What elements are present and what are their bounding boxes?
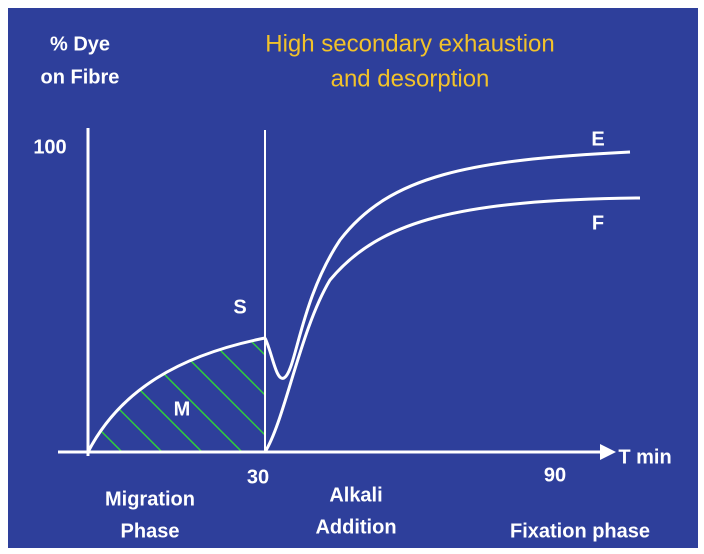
background xyxy=(8,8,698,548)
curve-label: E xyxy=(591,128,604,150)
curve-e xyxy=(263,150,631,380)
y-label: % Dye xyxy=(50,33,110,55)
y-tick-label: 100 xyxy=(33,136,66,158)
x-label: T min xyxy=(618,446,671,468)
curve-label: S xyxy=(233,296,246,318)
phase-label: Phase xyxy=(121,520,180,542)
migration-curve xyxy=(86,336,266,453)
phase-label: Addition xyxy=(315,516,396,538)
curve-label: F xyxy=(592,212,604,234)
curve-f xyxy=(263,196,641,453)
x-tick-label: 90 xyxy=(544,464,566,486)
y-label: on Fibre xyxy=(41,66,120,88)
phase-label: Migration xyxy=(105,488,195,510)
title: High secondary exhaustion xyxy=(265,30,555,57)
x-tick-label: 30 xyxy=(247,466,269,488)
x-axis-arrow xyxy=(600,444,616,460)
phase-label: Alkali xyxy=(329,484,382,506)
region-label: M xyxy=(174,398,191,420)
phase-label: Fixation phase xyxy=(510,520,650,542)
title: and desorption xyxy=(331,65,490,92)
